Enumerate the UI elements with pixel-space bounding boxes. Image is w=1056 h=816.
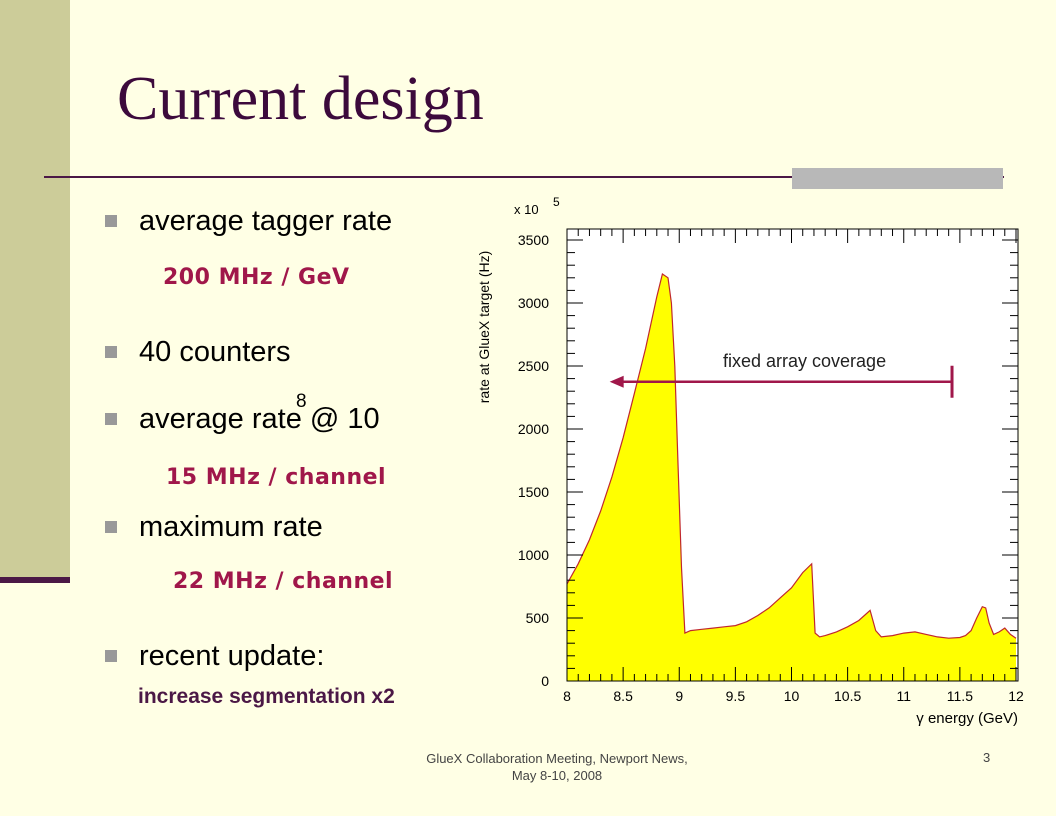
bullet-square-icon xyxy=(105,215,117,227)
y-tick-label: 3000 xyxy=(518,295,549,311)
y-multiplier-exponent: 5 xyxy=(553,195,560,209)
x-tick-label: 10 xyxy=(784,688,800,704)
bullet-square-icon xyxy=(105,346,117,358)
rate-curve xyxy=(566,273,1017,639)
bullet-text: average rate @ 10 xyxy=(139,403,380,435)
title-rule xyxy=(44,176,1004,178)
bullet-square-icon xyxy=(105,650,117,662)
x-tick-label: 8.5 xyxy=(613,688,633,704)
x-tick-label: 8 xyxy=(563,688,571,704)
bullet-square-icon xyxy=(105,521,117,533)
footer-line-1: GlueX Collaboration Meeting, Newport New… xyxy=(426,751,688,766)
y-tick-label: 2000 xyxy=(518,421,549,437)
maximum-rate-value: 22 MHz / channel xyxy=(173,569,394,594)
title-rule-block xyxy=(792,168,1003,189)
rate-area xyxy=(567,274,1016,681)
average-rate-value: 15 MHz / channel xyxy=(166,465,387,490)
plot-frame xyxy=(566,228,1019,682)
slide-title: Current design xyxy=(117,65,484,133)
y-tick-label: 500 xyxy=(526,610,550,626)
x-tick-label: 11 xyxy=(896,688,911,704)
bullet-text: 40 counters xyxy=(139,336,291,368)
y-tick-label: 0 xyxy=(541,673,549,689)
footer-line-2: May 8-10, 2008 xyxy=(511,768,603,783)
left-accent-bar xyxy=(0,577,70,583)
x-tick-label: 10.5 xyxy=(834,688,861,704)
bullet-text: average tagger rate xyxy=(139,205,393,237)
recent-update-detail: increase segmentation x2 xyxy=(138,685,395,708)
y-axis-label: rate at GlueX target (Hz) xyxy=(476,251,492,404)
x-tick-label: 11.5 xyxy=(947,688,973,704)
x-tick-label: 12 xyxy=(1008,688,1024,704)
y-tick-label: 2500 xyxy=(518,358,549,374)
y-tick-label: 1000 xyxy=(518,547,549,563)
coverage-arrow-head xyxy=(609,375,624,388)
bullet-text: maximum rate xyxy=(139,511,323,543)
bullet-square-icon xyxy=(105,413,117,425)
bullet-text: recent update: xyxy=(139,640,325,672)
x-tick-label: 9 xyxy=(675,688,683,704)
page-number: 3 xyxy=(983,750,991,765)
tagger-rate-value: 200 MHz / GeV xyxy=(163,265,350,290)
y-multiplier-label: x 10 xyxy=(514,202,539,217)
y-tick-label: 1500 xyxy=(518,484,549,500)
x-tick-label: 9.5 xyxy=(726,688,746,704)
footer-text: GlueX Collaboration Meeting, Newport New… xyxy=(392,750,722,784)
x-axis-label: γ energy (GeV) xyxy=(916,710,1018,727)
left-decor-bar xyxy=(0,0,70,579)
coverage-annotation: fixed array coverage xyxy=(723,351,886,371)
average-rate-exponent: 8 xyxy=(296,391,307,412)
y-tick-label: 3500 xyxy=(518,232,549,248)
